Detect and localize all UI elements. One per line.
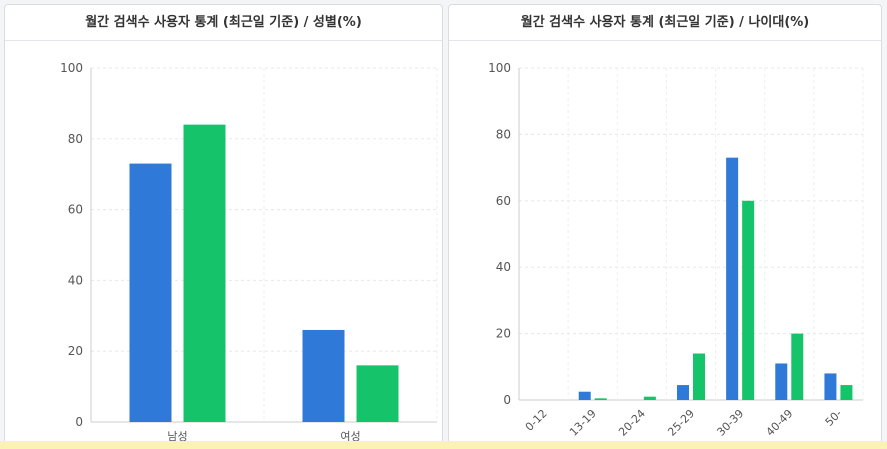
y-tick-label: 40 <box>496 260 511 274</box>
bar-series-2-2 <box>643 396 656 400</box>
bar-series-2-1 <box>594 398 607 400</box>
bar-series-1-3 <box>677 385 689 400</box>
x-tick-label: 여성 <box>340 430 360 443</box>
age-chart-panel: 월간 검색수 사용자 통계 (최근일 기준) / 나이대(%) 0 20 40 60 8… <box>448 4 882 444</box>
bar-series-1-6 <box>824 373 837 400</box>
bar-series-2-1 <box>356 365 399 422</box>
y-tick-label: 100 <box>60 61 83 75</box>
bottom-highlight-strip <box>0 441 887 449</box>
y-tick-label: 100 <box>488 61 511 75</box>
age-bar-chart: 0 20 40 60 80 100 0-12 13-19 20-24 25-29 30-39 40-4… <box>488 61 864 439</box>
x-tick-label: 50- <box>823 407 845 429</box>
bar-series-1-1 <box>578 391 591 400</box>
y-tick-label: 60 <box>68 203 83 217</box>
y-tick-label: 60 <box>496 194 511 208</box>
bar-series-1-0 <box>129 163 172 422</box>
x-tick-label: 20-24 <box>616 407 648 439</box>
x-tick-label: 0-12 <box>523 407 550 434</box>
age-chart-title: 월간 검색수 사용자 통계 (최근일 기준) / 나이대(%) <box>449 5 881 41</box>
y-tick-label: 80 <box>68 132 83 146</box>
bar-series-1-5 <box>775 363 788 400</box>
gender-chart-panel: 월간 검색수 사용자 통계 (최근일 기준) / 성별(%) 0 20 40 60 80… <box>4 4 443 444</box>
bar-series-2-5 <box>791 333 804 400</box>
x-tick-label: 남성 <box>167 430 187 443</box>
y-tick-label: 40 <box>68 273 83 287</box>
gender-bar-chart: 0 20 40 60 80 100 남성 여성 <box>60 61 438 443</box>
y-tick-label: 0 <box>75 415 83 429</box>
y-tick-label: 20 <box>68 344 83 358</box>
x-tick-label: 40-49 <box>764 407 796 439</box>
y-tick-label: 80 <box>496 127 511 141</box>
y-tick-label: 20 <box>496 327 511 341</box>
bar-series-1-1 <box>302 329 345 422</box>
x-tick-label: 13-19 <box>567 407 599 439</box>
gender-chart-title: 월간 검색수 사용자 통계 (최근일 기준) / 성별(%) <box>5 5 442 41</box>
bar-series-2-3 <box>693 353 705 400</box>
x-tick-label: 30-39 <box>714 407 746 439</box>
bar-series-2-4 <box>742 200 755 400</box>
y-tick-label: 0 <box>503 393 511 407</box>
bar-series-2-0 <box>183 124 226 422</box>
bar-series-2-6 <box>840 385 853 400</box>
x-tick-label: 25-29 <box>665 407 697 439</box>
bar-series-1-4 <box>726 157 739 400</box>
